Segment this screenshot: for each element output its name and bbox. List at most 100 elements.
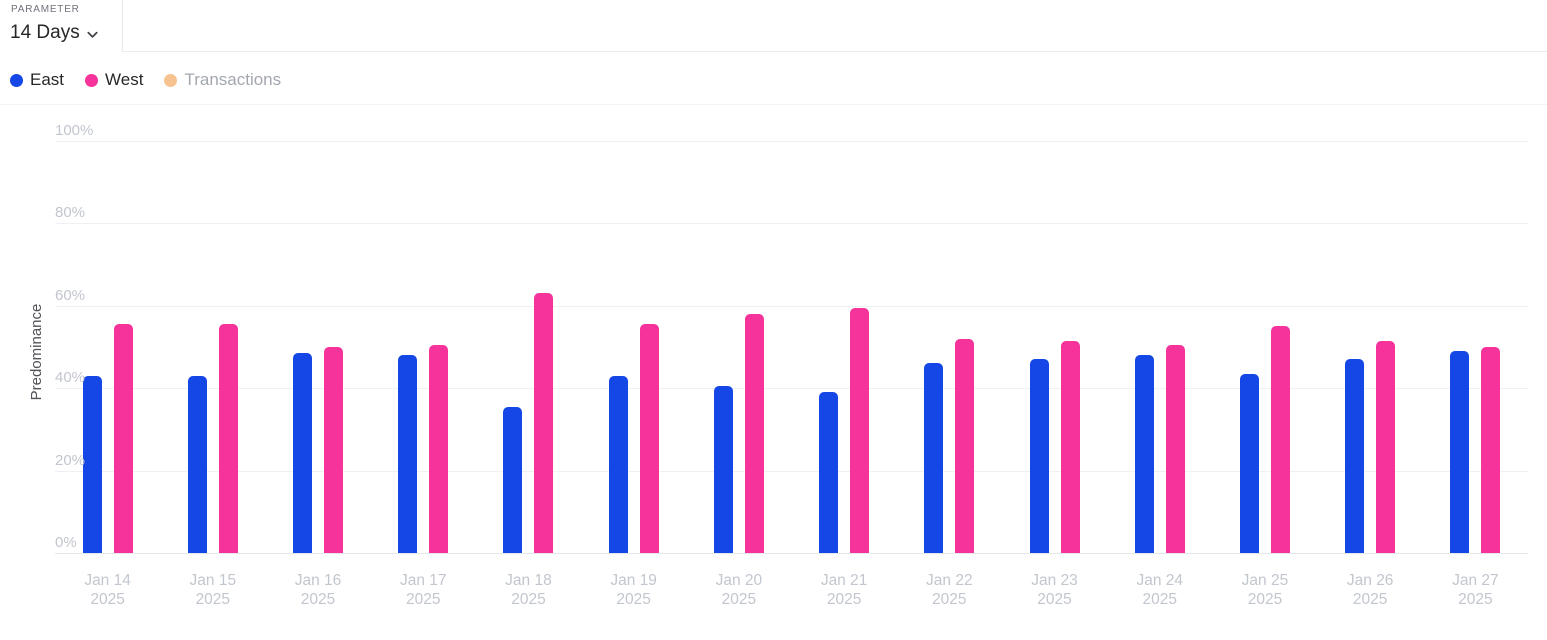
x-tick-date: Jan 17 [399,572,447,589]
legend-label: East [30,70,65,89]
x-tick-date: Jan 14 [84,572,131,589]
x-tick-label-jan-14: Jan 14 2025 [55,571,161,609]
x-tick-date: Jan 15 [189,572,237,589]
bar-east-jan-24[interactable] [1134,355,1154,553]
x-tick-label-jan-22: Jan 22 2025 [896,571,1002,609]
y-axis-title: Predominance [28,303,45,401]
y-tick-label: 20% [55,451,86,469]
bar-west-jan-23[interactable] [1060,340,1080,553]
x-tick-year: 2025 [1037,591,1072,608]
x-tick-date: Jan 18 [505,572,552,589]
y-tick-label: 0% [55,534,77,551]
bar-west-jan-16[interactable] [324,346,344,553]
y-tick-label: 80% [55,204,86,221]
bar-west-jan-22[interactable] [955,338,975,553]
x-axis-baseline [55,553,1528,554]
bar-east-jan-15[interactable] [187,375,207,553]
x-tick-year: 2025 [511,591,546,608]
x-tick-date: Jan 25 [1241,572,1289,589]
legend-item-west[interactable]: West [85,70,143,90]
x-tick-label-jan-23: Jan 23 2025 [1002,571,1108,609]
toolbar: PARAMETER 14 Days [0,0,1547,52]
x-tick-date: Jan 16 [294,572,342,589]
x-tick-date: Jan 27 [1452,572,1499,589]
legend-item-transactions[interactable]: Transactions [164,70,281,90]
parameter-dropdown-label: PARAMETER [11,4,80,15]
x-tick-year: 2025 [932,591,967,608]
parameter-dropdown[interactable]: PARAMETER 14 Days [0,0,123,52]
gridline-80 [55,223,1528,224]
x-tick-label-jan-21: Jan 21 2025 [791,571,897,609]
bar-west-jan-14[interactable] [113,324,133,553]
y-tick-label: 40% [55,369,86,386]
x-tick-date: Jan 23 [1031,572,1078,589]
x-tick-year: 2025 [1458,591,1493,608]
y-tick-label: 100% [55,121,94,139]
chart-legend: East West Transactions [10,66,281,94]
gridline-40 [55,388,1528,389]
bar-west-jan-24[interactable] [1165,344,1185,553]
x-tick-year: 2025 [1247,591,1283,608]
bar-west-jan-20[interactable] [744,313,764,553]
x-tick-date: Jan 26 [1346,572,1394,589]
bar-east-jan-17[interactable] [398,355,418,553]
bar-east-jan-27[interactable] [1450,350,1470,553]
bar-west-jan-27[interactable] [1481,346,1501,553]
bar-east-jan-21[interactable] [819,392,839,553]
x-tick-label-jan-18: Jan 18 2025 [475,571,581,609]
bar-east-jan-14[interactable] [82,375,102,553]
legend-chart-divider [0,104,1547,105]
bar-east-jan-25[interactable] [1239,373,1259,553]
x-tick-label-jan-24: Jan 24 2025 [1107,571,1213,609]
legend-label: Transactions [184,70,282,89]
y-tick-label: 60% [55,286,86,304]
bar-east-jan-22[interactable] [924,363,944,553]
bar-west-jan-19[interactable] [639,324,659,553]
x-tick-year: 2025 [300,591,336,608]
chevron-down-icon [85,27,100,42]
bar-west-jan-21[interactable] [850,307,870,553]
bar-east-jan-20[interactable] [713,385,733,553]
bar-west-jan-25[interactable] [1270,326,1290,553]
bar-east-jan-18[interactable] [503,406,523,553]
x-tick-label-jan-20: Jan 20 2025 [686,571,792,609]
x-tick-year: 2025 [90,591,125,608]
x-tick-date: Jan 21 [820,572,868,589]
parameter-dropdown-value: 14 Days [10,22,80,43]
x-tick-date: Jan 22 [926,572,973,589]
parameter-dropdown-value-row[interactable]: 14 Days [10,21,100,45]
bar-east-jan-23[interactable] [1029,359,1049,553]
x-tick-date: Jan 20 [715,572,763,589]
gridline-100 [55,140,1528,142]
x-tick-date: Jan 24 [1136,572,1184,589]
x-tick-year: 2025 [616,591,651,608]
bar-east-jan-19[interactable] [608,375,628,553]
x-tick-year: 2025 [1142,591,1177,608]
bar-west-jan-18[interactable] [534,293,554,553]
x-tick-label-jan-26: Jan 26 2025 [1317,571,1423,609]
x-tick-date: Jan 19 [610,572,657,589]
x-tick-label-jan-15: Jan 15 2025 [160,571,266,609]
legend-item-east[interactable]: East [10,70,64,90]
gridline-60 [55,305,1528,307]
legend-label: West [105,70,144,89]
bar-west-jan-26[interactable] [1376,340,1396,553]
bar-east-jan-16[interactable] [293,352,313,553]
x-tick-year: 2025 [721,591,757,608]
x-tick-label-jan-25: Jan 25 2025 [1212,571,1318,609]
x-tick-year: 2025 [195,591,231,608]
legend-dot-east [10,73,23,87]
gridline-20 [55,470,1528,472]
bar-west-jan-15[interactable] [218,324,238,553]
x-tick-year: 2025 [1352,591,1388,608]
x-tick-year: 2025 [826,591,862,608]
legend-dot-transactions [164,73,178,87]
x-tick-label-jan-27: Jan 27 2025 [1422,571,1528,609]
bar-east-jan-26[interactable] [1345,359,1365,553]
x-tick-year: 2025 [406,591,441,608]
x-tick-label-jan-16: Jan 16 2025 [265,571,371,609]
bar-west-jan-17[interactable] [429,344,449,553]
legend-dot-west [85,73,99,87]
x-tick-label-jan-19: Jan 19 2025 [581,571,687,609]
